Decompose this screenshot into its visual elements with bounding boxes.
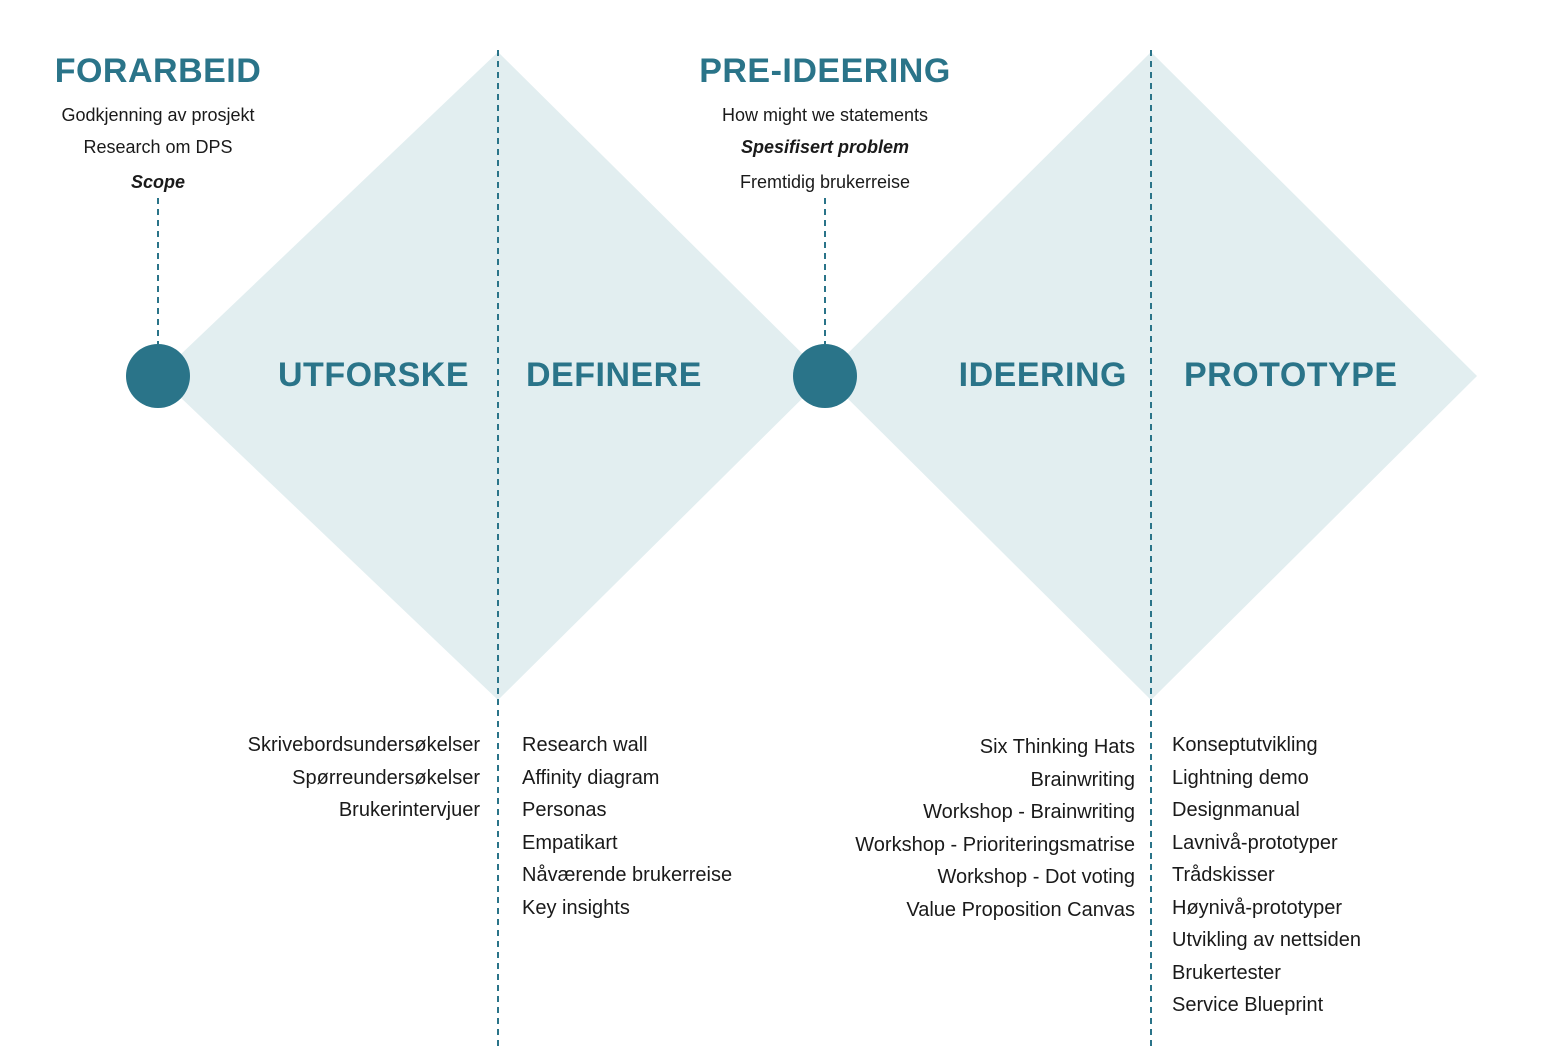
list-item: Høynivå-prototyper	[1172, 896, 1343, 919]
ideering-methods: Six Thinking Hats Brainwriting Workshop …	[855, 731, 1135, 926]
list-item: Brukertester	[1172, 961, 1281, 984]
list-item: Brainwriting	[1030, 768, 1135, 791]
list-item: Affinity diagram	[522, 766, 660, 789]
preideering-item: How might we statements	[721, 105, 929, 125]
list-item: Workshop - Dot voting	[937, 866, 1136, 888]
utforske-methods: Skrivebordsundersøkelser Spørreundersøke…	[248, 729, 480, 827]
diamond-discover-define	[158, 52, 825, 700]
list-item: Trådskisser	[1172, 864, 1275, 886]
list-item: Designmanual	[1172, 799, 1300, 821]
list-item: Workshop - Prioriteringsmatrise	[855, 833, 1135, 856]
list-item: Lavnivå-prototyper	[1172, 831, 1338, 854]
list-item: Six Thinking Hats	[979, 736, 1135, 758]
diamond-develop-deliver	[825, 52, 1477, 700]
list-item: Research wall	[522, 734, 648, 756]
preideering-title: PRE-IDEERING	[699, 52, 951, 90]
list-item: Utvikling av nettsiden	[1172, 929, 1361, 951]
list-item: Key insights	[522, 896, 630, 919]
list-item: Konseptutvikling	[1172, 734, 1318, 756]
list-item: Lightning demo	[1172, 766, 1309, 789]
milestone-node-problem	[793, 344, 857, 408]
phase-label-utforske: UTFORSKE	[278, 356, 469, 394]
list-item: Workshop - Brainwriting	[923, 801, 1135, 823]
phase-label-prototype: PROTOTYPE	[1184, 356, 1398, 394]
list-item: Personas	[522, 799, 607, 821]
list-item: Service Blueprint	[1172, 994, 1324, 1016]
list-item: Spørreundersøkelser	[292, 766, 480, 789]
list-item: Brukerintervjuer	[338, 799, 480, 821]
forarbeid-milestone: Scope	[130, 172, 186, 192]
forarbeid-item: Godkjenning av prosjekt	[61, 105, 255, 125]
prototype-methods: Konseptutvikling Lightning demo Designma…	[1172, 729, 1361, 1022]
forarbeid-title: FORARBEID	[54, 52, 262, 90]
list-item: Skrivebordsundersøkelser	[247, 734, 480, 756]
preideering-after: Fremtidig brukerreise	[739, 172, 911, 192]
definere-methods: Research wall Affinity diagram Personas …	[522, 729, 732, 924]
list-item: Nåværende brukerreise	[522, 864, 733, 886]
phase-label-ideering: IDEERING	[958, 356, 1127, 394]
list-item: Value Proposition Canvas	[906, 898, 1135, 921]
forarbeid-item: Research om DPS	[83, 137, 233, 157]
preideering-milestone: Spesifisert problem	[740, 137, 910, 157]
list-item: Empatikart	[522, 831, 618, 854]
phase-label-definere: DEFINERE	[526, 356, 702, 394]
milestone-node-scope	[126, 344, 190, 408]
